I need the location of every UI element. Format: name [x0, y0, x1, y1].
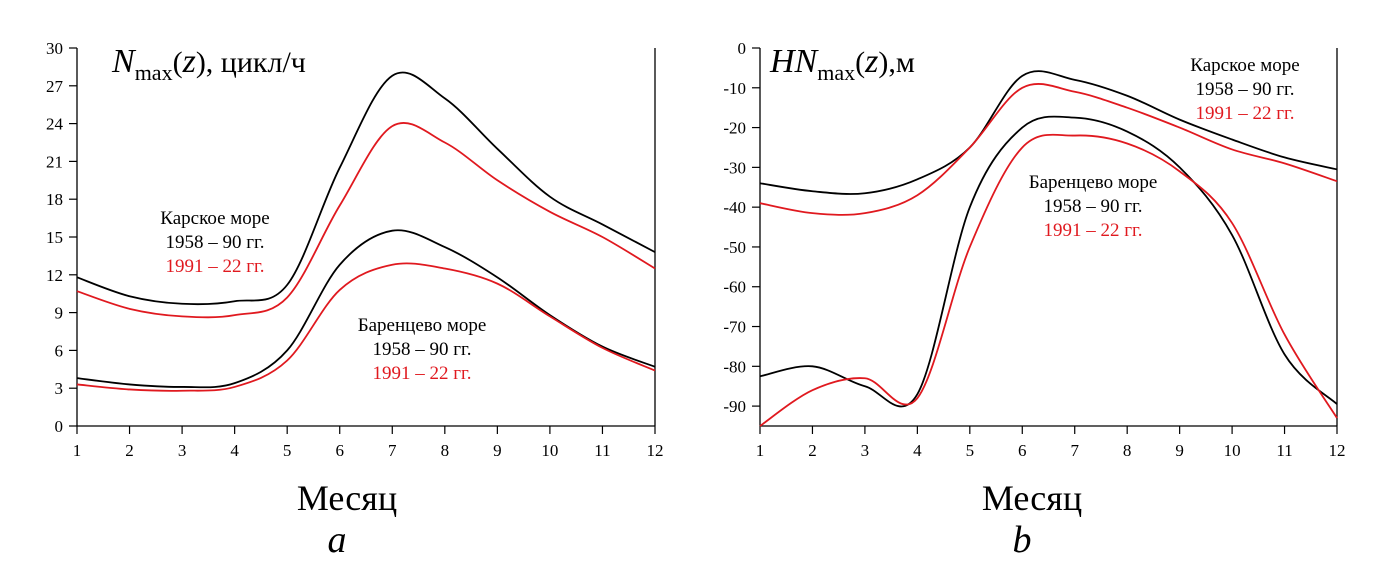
annotation-period-2: 1991 – 22 гг. — [373, 363, 472, 384]
x-tick-label: 1 — [73, 441, 82, 460]
panel-b-x-axis-label: Месяц — [982, 478, 1082, 518]
x-tick-label: 9 — [493, 441, 502, 460]
x-tick-label: 9 — [1175, 441, 1184, 460]
x-tick-label: 7 — [388, 441, 397, 460]
x-tick-label: 10 — [1224, 441, 1241, 460]
kara-sea-annotation-a: Карское море 1958 – 90 гг. 1991 – 22 гг. — [160, 208, 269, 277]
x-tick-label: 10 — [541, 441, 558, 460]
panel-b-y-axis-label: HNmax(z),м — [769, 43, 915, 85]
y-tick-label: -10 — [723, 79, 746, 98]
x-tick-label: 11 — [1276, 441, 1292, 460]
x-tick-label: 6 — [335, 441, 344, 460]
series-line-3 — [759, 115, 1338, 408]
y-tick-label: -80 — [723, 357, 746, 376]
x-tick-label: 3 — [861, 441, 870, 460]
series-line-4 — [76, 262, 656, 392]
x-tick-label: 2 — [125, 441, 134, 460]
series-line-3 — [76, 229, 656, 389]
x-tick-label: 7 — [1070, 441, 1079, 460]
x-tick-label: 6 — [1018, 441, 1027, 460]
y-tick-label: 0 — [55, 417, 64, 436]
panel-a-x-axis-label: Месяц — [297, 478, 397, 518]
y-tick-label: 15 — [46, 228, 63, 247]
barents-sea-annotation-a: Баренцево море 1958 – 90 гг. 1991 – 22 г… — [358, 315, 487, 384]
y-tick-label: 9 — [55, 304, 64, 323]
x-tick-label: 3 — [178, 441, 187, 460]
x-tick-label: 5 — [966, 441, 975, 460]
annotation-sea-name: Карское море — [1190, 55, 1299, 76]
y-tick-label: 0 — [738, 39, 747, 58]
y-tick-label: 18 — [46, 190, 63, 209]
annotation-period-2: 1991 – 22 гг. — [1196, 103, 1295, 124]
panel-b-letter: b — [1013, 519, 1032, 561]
y-tick-label: -50 — [723, 238, 746, 257]
x-tick-label: 12 — [647, 441, 664, 460]
series-line-2 — [759, 83, 1338, 216]
y-tick-label: -90 — [723, 397, 746, 416]
x-tick-label: 12 — [1329, 441, 1346, 460]
annotation-sea-name: Баренцево море — [1029, 172, 1158, 193]
y-tick-label: -20 — [723, 119, 746, 138]
kara-sea-annotation-b: Карское море 1958 – 90 гг. 1991 – 22 гг. — [1190, 55, 1299, 124]
y-tick-label: 21 — [46, 152, 63, 171]
series-line-1 — [76, 71, 656, 306]
annotation-period-1: 1958 – 90 гг. — [166, 232, 265, 253]
annotation-sea-name: Баренцево море — [358, 315, 487, 336]
annotation-period-1: 1958 – 90 гг. — [1044, 196, 1143, 217]
y-tick-label: 24 — [46, 115, 64, 134]
x-tick-label: 8 — [1123, 441, 1132, 460]
annotation-sea-name: Карское море — [160, 208, 269, 229]
x-tick-label: 8 — [441, 441, 450, 460]
annotation-period-1: 1958 – 90 гг. — [1196, 79, 1295, 100]
y-tick-label: -30 — [723, 158, 746, 177]
annotation-period-2: 1991 – 22 гг. — [166, 256, 265, 277]
panel-b-series — [759, 70, 1338, 427]
annotation-period-1: 1958 – 90 гг. — [373, 339, 472, 360]
y-tick-label: 6 — [55, 341, 64, 360]
series-line-1 — [759, 70, 1338, 195]
y-tick-label: 12 — [46, 266, 63, 285]
panel-a-series — [76, 71, 656, 392]
y-tick-label: 30 — [46, 39, 63, 58]
y-tick-label: -60 — [723, 278, 746, 297]
y-tick-label: 27 — [46, 77, 64, 96]
x-tick-label: 11 — [594, 441, 610, 460]
y-tick-label: 3 — [55, 379, 64, 398]
x-tick-label: 4 — [913, 441, 922, 460]
annotation-period-2: 1991 – 22 гг. — [1044, 220, 1143, 241]
barents-sea-annotation-b: Баренцево море 1958 – 90 гг. 1991 – 22 г… — [1029, 172, 1158, 241]
panel-a-y-axis-label: Nmax(z), цикл/ч — [111, 43, 306, 85]
series-line-4 — [759, 133, 1338, 427]
x-tick-label: 1 — [756, 441, 765, 460]
x-tick-label: 5 — [283, 441, 292, 460]
x-tick-label: 4 — [230, 441, 239, 460]
panel-a-letter: a — [328, 519, 347, 561]
x-tick-label: 2 — [808, 441, 817, 460]
y-tick-label: -40 — [723, 198, 746, 217]
series-line-2 — [76, 122, 656, 319]
y-tick-label: -70 — [723, 318, 746, 337]
